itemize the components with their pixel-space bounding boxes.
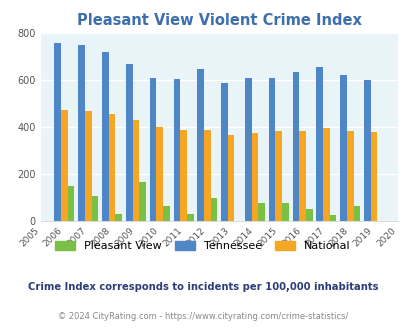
Bar <box>329 215 336 221</box>
Bar <box>186 214 193 221</box>
Bar <box>258 204 264 221</box>
Bar <box>203 130 210 221</box>
Bar <box>363 81 370 221</box>
Bar <box>227 135 234 221</box>
Bar <box>322 127 329 221</box>
Bar <box>370 132 377 221</box>
Bar <box>268 78 275 221</box>
Bar <box>251 133 258 221</box>
Bar <box>210 198 217 221</box>
Bar <box>292 72 298 221</box>
Bar <box>156 127 163 221</box>
Bar <box>115 214 122 221</box>
Bar <box>85 111 92 221</box>
Title: Pleasant View Violent Crime Index: Pleasant View Violent Crime Index <box>77 13 361 28</box>
Bar <box>173 79 180 221</box>
Bar <box>54 43 61 221</box>
Bar <box>197 69 203 221</box>
Bar <box>109 114 115 221</box>
Bar <box>346 131 353 221</box>
Bar <box>149 78 156 221</box>
Bar <box>163 206 169 221</box>
Bar <box>305 209 312 221</box>
Bar <box>244 79 251 221</box>
Bar <box>102 52 109 221</box>
Bar <box>339 75 346 221</box>
Bar <box>281 204 288 221</box>
Text: Crime Index corresponds to incidents per 100,000 inhabitants: Crime Index corresponds to incidents per… <box>28 282 377 292</box>
Bar <box>68 186 74 221</box>
Bar <box>315 67 322 221</box>
Bar <box>180 130 186 221</box>
Bar <box>139 182 145 221</box>
Legend: Pleasant View, Tennessee, National: Pleasant View, Tennessee, National <box>51 237 354 256</box>
Bar <box>298 131 305 221</box>
Bar <box>78 45 85 221</box>
Bar <box>132 120 139 221</box>
Bar <box>92 196 98 221</box>
Bar <box>275 131 281 221</box>
Bar <box>221 83 227 221</box>
Bar <box>126 64 132 221</box>
Bar <box>353 206 359 221</box>
Bar <box>61 110 68 221</box>
Text: © 2024 CityRating.com - https://www.cityrating.com/crime-statistics/: © 2024 CityRating.com - https://www.city… <box>58 312 347 321</box>
